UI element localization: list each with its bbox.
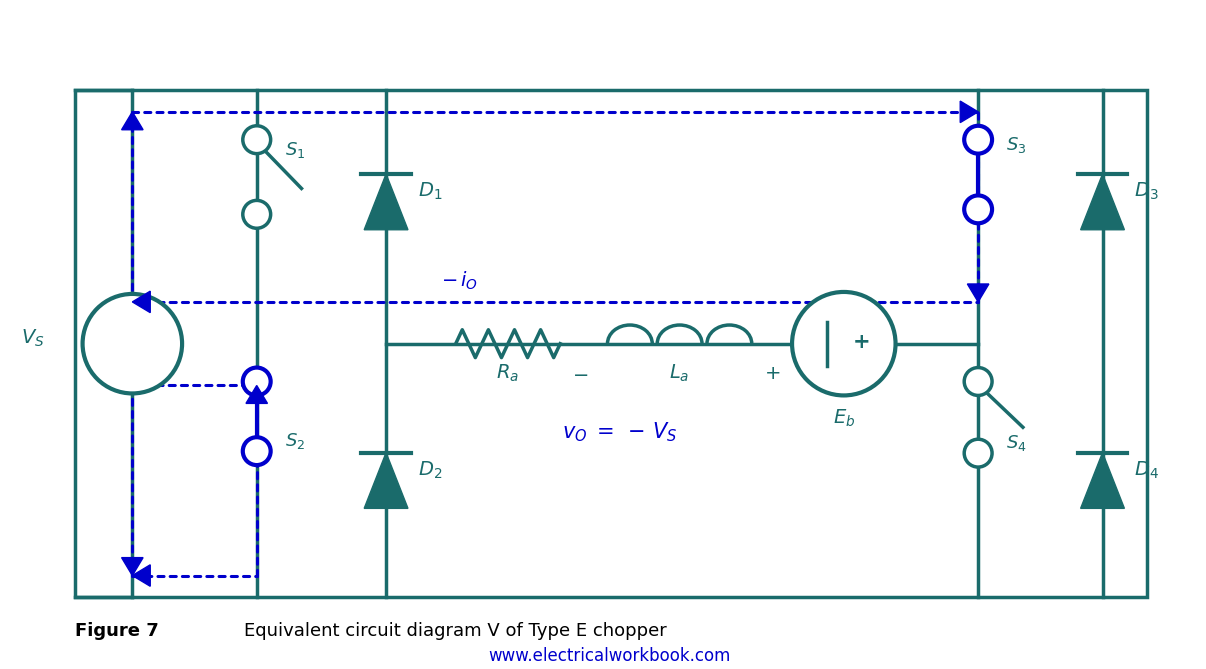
Polygon shape: [133, 291, 151, 312]
Text: $+$: $+$: [763, 363, 780, 383]
Text: Equivalent circuit diagram V of Type E chopper: Equivalent circuit diagram V of Type E c…: [244, 622, 667, 640]
Circle shape: [242, 201, 270, 228]
Circle shape: [965, 440, 993, 467]
Polygon shape: [122, 558, 144, 575]
Text: +: +: [853, 332, 871, 352]
Circle shape: [965, 367, 993, 395]
Text: $E_b$: $E_b$: [832, 407, 855, 429]
Circle shape: [965, 195, 993, 223]
Polygon shape: [1081, 453, 1124, 508]
Polygon shape: [967, 284, 989, 302]
Polygon shape: [246, 385, 268, 403]
Polygon shape: [364, 453, 408, 508]
Polygon shape: [960, 101, 978, 122]
Text: Figure 7: Figure 7: [75, 622, 158, 640]
Circle shape: [242, 367, 270, 395]
Text: $v_O \; = \; - \, V_S$: $v_O \; = \; - \, V_S$: [562, 420, 678, 444]
Text: $D_4$: $D_4$: [1135, 460, 1159, 481]
Text: www.electricalworkbook.com: www.electricalworkbook.com: [488, 647, 731, 665]
Text: +: +: [123, 317, 141, 337]
Text: $D_2$: $D_2$: [418, 460, 443, 481]
Circle shape: [82, 294, 182, 393]
Text: −: −: [123, 352, 142, 375]
Text: $R_a$: $R_a$: [497, 363, 520, 384]
Polygon shape: [364, 174, 408, 229]
Text: $-$: $-$: [572, 363, 589, 383]
Polygon shape: [122, 112, 144, 130]
Text: $- \, i_O$: $- \, i_O$: [441, 270, 478, 292]
Text: $S_1$: $S_1$: [285, 140, 305, 160]
Bar: [75, 90, 1147, 597]
Text: $D_1$: $D_1$: [418, 181, 443, 202]
Circle shape: [792, 292, 896, 395]
Polygon shape: [133, 565, 151, 586]
Text: $L_a$: $L_a$: [669, 363, 690, 384]
Text: $S_3$: $S_3$: [1006, 134, 1026, 155]
Circle shape: [242, 126, 270, 154]
Text: $S_4$: $S_4$: [1006, 433, 1026, 453]
Polygon shape: [1081, 174, 1124, 229]
Text: $S_2$: $S_2$: [285, 432, 305, 451]
Text: $V_S$: $V_S$: [21, 328, 45, 349]
Circle shape: [242, 438, 270, 465]
Text: $D_3$: $D_3$: [1135, 181, 1159, 202]
Circle shape: [965, 126, 993, 154]
